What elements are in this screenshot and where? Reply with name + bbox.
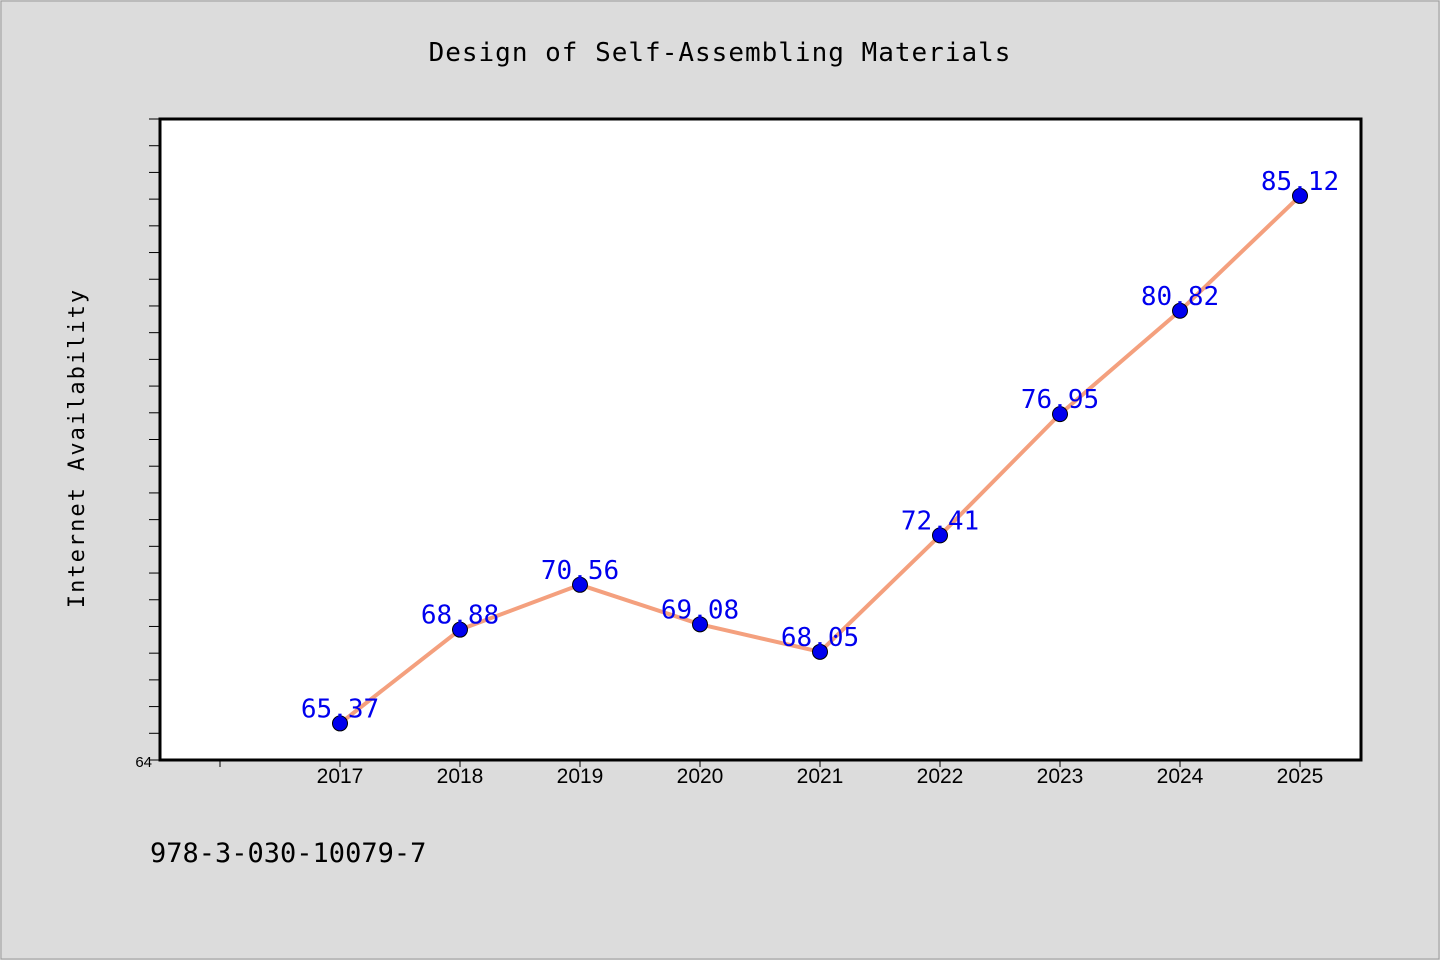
data-label: 80.82 [1141, 282, 1219, 312]
data-label: 70.56 [541, 556, 619, 586]
chart-title: Design of Self-Assembling Materials [429, 38, 1012, 68]
isbn-text: 978-3-030-10079-7 [150, 838, 426, 869]
y-axis-label: Internet Availability [65, 288, 90, 608]
data-point [692, 616, 708, 633]
data-label: 72.41 [901, 506, 979, 536]
data-label: 85.12 [1261, 167, 1339, 197]
data-labels: 65.37 68.88 70.56 69.08 68.05 72.41 76.95 80.82… [301, 167, 1339, 724]
x-tick-label: 2021 [797, 765, 844, 788]
data-point [812, 643, 828, 660]
data-label: 68.05 [781, 623, 859, 653]
data-point [332, 715, 348, 732]
x-axis-ticks [219, 760, 1301, 767]
y-axis-ticks [149, 118, 160, 761]
x-axis-tick-labels: 2017 2018 2019 2020 2021 2022 2023 2024 2025 [317, 765, 1324, 788]
x-tick-label: 2018 [437, 765, 484, 788]
data-point [1172, 302, 1188, 319]
x-tick-label: 2025 [1277, 765, 1324, 788]
data-point [452, 621, 468, 638]
data-label: 69.08 [661, 595, 739, 625]
data-point [1292, 187, 1308, 204]
data-point [1052, 406, 1068, 423]
x-tick-label: 2017 [317, 765, 364, 788]
data-label: 76.95 [1021, 385, 1099, 415]
y-tick-label: 64 [135, 754, 152, 771]
plot-area [158, 117, 1363, 762]
data-point [932, 527, 948, 544]
series-markers [332, 187, 1308, 732]
x-tick-label: 2019 [557, 765, 604, 788]
data-label: 65.37 [301, 694, 379, 724]
x-tick-label: 2020 [677, 765, 724, 788]
data-label: 68.88 [421, 601, 499, 631]
x-tick-label: 2024 [1157, 765, 1204, 788]
x-tick-label: 2022 [917, 765, 964, 788]
x-tick-label: 2023 [1037, 765, 1084, 788]
data-point [572, 576, 588, 593]
